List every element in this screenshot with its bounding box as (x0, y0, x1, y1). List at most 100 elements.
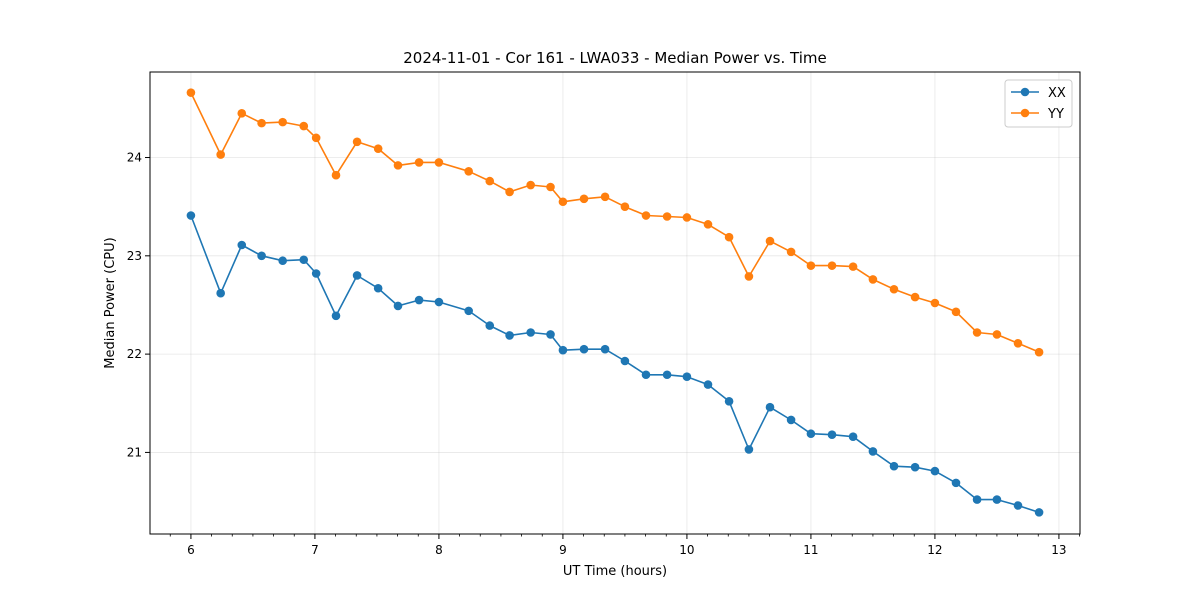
data-point-xx (393, 301, 403, 311)
data-point-yy (703, 220, 713, 229)
data-point-xx (216, 288, 225, 298)
data-point-yy (464, 166, 473, 176)
data-point-yy (237, 108, 247, 118)
data-point-xx (641, 370, 651, 380)
data-point-yy (434, 158, 444, 167)
x-tick-label: 9 (559, 543, 567, 557)
data-point-xx (331, 311, 341, 321)
series-yy (186, 88, 1044, 357)
series-layer (186, 88, 1044, 517)
data-point-xx (951, 478, 961, 488)
data-point-xx (682, 372, 692, 382)
data-point-xx (464, 306, 473, 316)
data-point-yy (257, 118, 266, 128)
data-point-xx (806, 429, 816, 439)
data-point-yy (682, 213, 692, 222)
legend-label: YY (1047, 107, 1064, 122)
data-point-xx (868, 447, 878, 456)
x-tick-label: 8 (435, 543, 443, 557)
data-point-yy (331, 170, 341, 180)
data-point-yy (641, 211, 651, 220)
data-point-yy (579, 194, 589, 204)
data-point-yy (558, 197, 568, 207)
data-point-xx (505, 331, 514, 340)
data-point-xx (786, 415, 796, 425)
data-point-xx (414, 295, 424, 305)
data-point-xx (352, 271, 362, 280)
data-point-xx (848, 432, 858, 441)
data-point-xx (558, 345, 568, 355)
plot-frame (149, 71, 1081, 535)
data-point-xx (299, 255, 309, 265)
data-point-xx (1013, 501, 1023, 510)
data-point-yy (216, 150, 225, 159)
legend-marker (1020, 87, 1030, 97)
data-point-xx (992, 495, 1002, 504)
data-point-xx (600, 344, 610, 354)
data-point-yy (806, 261, 816, 270)
legend-item-xx: XX (1011, 86, 1066, 101)
data-point-xx (485, 321, 495, 330)
data-point-xx (237, 240, 247, 250)
x-tick-label: 6 (187, 543, 195, 557)
data-point-yy (352, 137, 362, 147)
data-point-xx (744, 445, 754, 454)
data-point-yy (1013, 339, 1023, 348)
data-point-xx (579, 344, 589, 354)
data-point-yy (786, 247, 796, 257)
data-point-xx (186, 211, 196, 220)
data-point-yy (299, 121, 309, 131)
data-point-xx (724, 396, 734, 406)
chart-title: 2024-11-01 - Cor 161 - LWA033 - Median P… (403, 49, 827, 67)
x-tick-label: 10 (679, 543, 694, 557)
data-point-xx (930, 466, 940, 476)
data-point-yy (930, 298, 940, 308)
data-point-yy (662, 212, 672, 221)
data-point-xx (434, 297, 444, 307)
data-point-yy (951, 307, 961, 317)
y-tick-label: 22 (127, 347, 142, 361)
x-tick-label: 13 (1051, 543, 1066, 557)
x-tick-label: 12 (927, 543, 942, 557)
data-point-yy (765, 236, 775, 246)
legend-item-yy: YY (1011, 107, 1064, 122)
data-point-xx (889, 461, 899, 471)
data-point-yy (992, 330, 1002, 339)
tick-layer: 6 7 8 9 10 11 12 13 21 22 23 24 (127, 151, 1080, 557)
y-tick-label: 23 (127, 249, 142, 263)
y-tick-label: 21 (127, 445, 142, 459)
legend-marker (1020, 108, 1030, 118)
data-point-yy (744, 272, 754, 281)
series-xx (186, 211, 1044, 517)
data-point-yy (414, 158, 424, 167)
data-point-xx (526, 328, 535, 337)
data-point-yy (546, 182, 555, 192)
data-point-yy (827, 261, 837, 270)
data-point-yy (505, 187, 514, 197)
data-point-yy (620, 202, 630, 211)
data-point-yy (889, 284, 899, 294)
data-point-xx (910, 462, 920, 472)
data-point-xx (703, 380, 713, 389)
data-point-yy (910, 292, 920, 302)
data-point-yy (485, 176, 495, 186)
data-point-yy (868, 275, 878, 284)
data-point-yy (393, 161, 403, 170)
data-point-xx (620, 356, 630, 366)
data-point-xx (972, 495, 982, 504)
legend-label: XX (1048, 86, 1066, 101)
x-tick-label: 7 (311, 543, 319, 557)
data-point-xx (765, 402, 775, 412)
x-axis-label: UT Time (hours) (563, 564, 667, 579)
legend: XX YY (1004, 79, 1073, 128)
data-point-xx (546, 330, 555, 339)
data-point-yy (526, 180, 535, 190)
x-tick-label: 11 (803, 543, 818, 557)
data-point-yy (373, 144, 383, 153)
data-point-xx (662, 370, 672, 380)
y-tick-label: 24 (127, 151, 142, 165)
data-point-yy (972, 328, 982, 337)
data-point-yy (1034, 347, 1044, 357)
y-axis-label: Median Power (CPU) (103, 237, 118, 368)
